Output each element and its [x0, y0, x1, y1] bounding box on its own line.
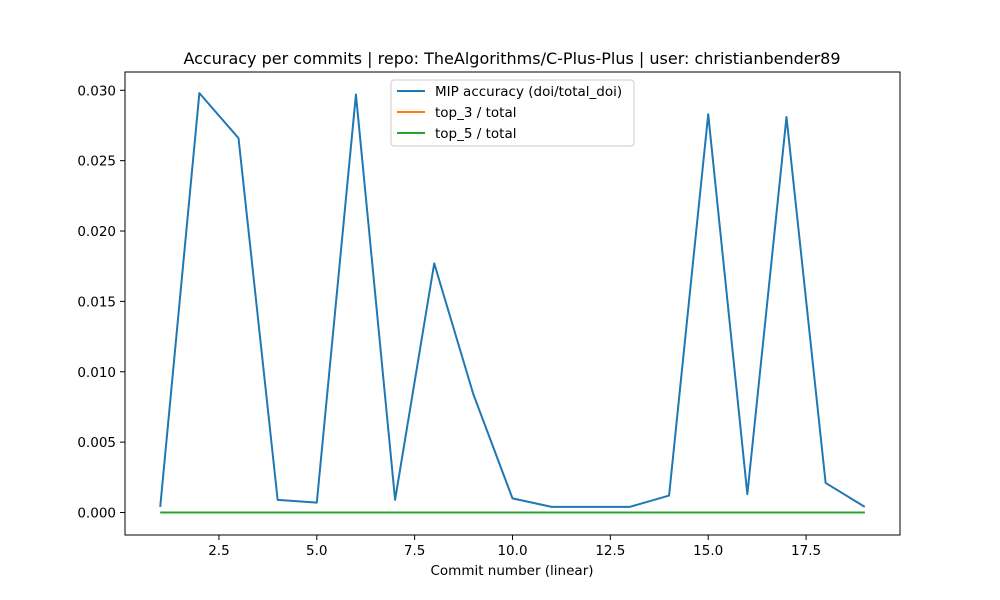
- x-tick-label: 17.5: [791, 543, 821, 559]
- plot-lines: [159, 92, 866, 514]
- legend-box: [390, 79, 635, 147]
- y-axis: 0.000 0.005 0.010 0.015 0.020 0.025 0.030: [77, 83, 125, 521]
- x-tick-label: 15.0: [693, 543, 723, 559]
- x-tick-label: 5.0: [306, 543, 327, 559]
- x-tick-label: 10.0: [497, 543, 527, 559]
- y-tick-label: 0.010: [77, 365, 116, 381]
- chart-title: Accuracy per commits | repo: TheAlgorith…: [183, 49, 840, 68]
- legend-label: top_5 / total: [435, 126, 516, 142]
- y-tick-label: 0.005: [77, 435, 116, 451]
- legend-label: MIP accuracy (doi/total_doi): [435, 84, 622, 100]
- series-line-1: [159, 92, 866, 508]
- y-tick-label: 0.015: [77, 294, 116, 310]
- x-axis-label: Commit number (linear): [430, 563, 593, 579]
- x-tick-label: 12.5: [595, 543, 625, 559]
- y-tick-label: 0.020: [77, 224, 116, 240]
- y-tick-label: 0.030: [77, 83, 116, 99]
- y-tick-label: 0.025: [77, 154, 116, 170]
- legend-label: top_3 / total: [435, 105, 516, 121]
- x-tick-label: 2.5: [208, 543, 229, 559]
- legend: MIP accuracy (doi/total_doi) top_3 / tota…: [390, 79, 635, 147]
- y-tick-label: 0.000: [77, 505, 116, 521]
- x-axis: 2.5 5.0 7.5 10.0 12.5 15.0 17.5: [208, 535, 821, 559]
- x-tick-label: 7.5: [404, 543, 425, 559]
